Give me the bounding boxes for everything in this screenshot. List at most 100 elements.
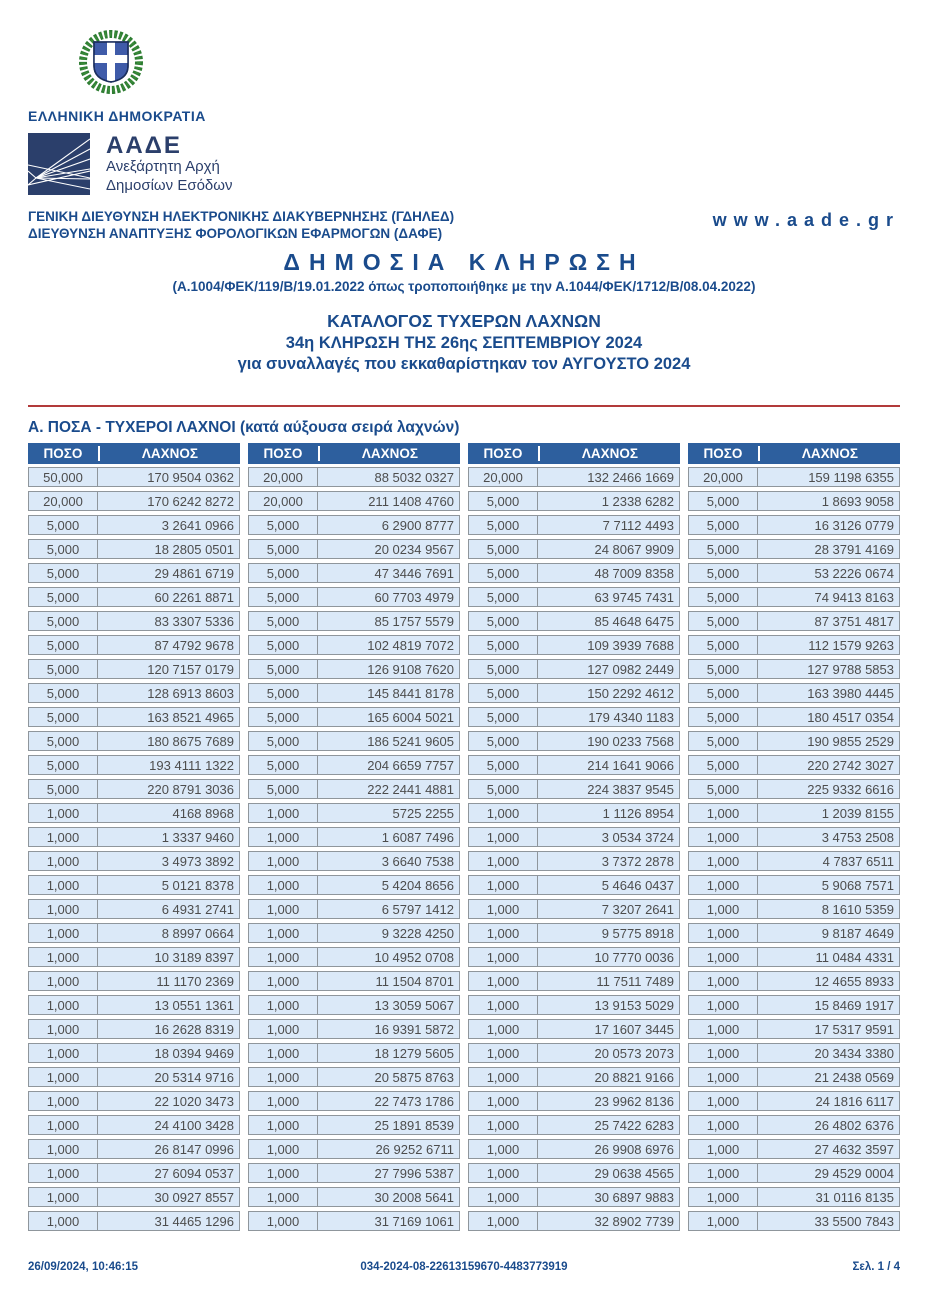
table-row: 1,000 10 4952 0708 [248,947,460,968]
header-separator [97,446,100,462]
amount-cell: 5,000 [468,587,538,608]
number-cell: 9 5775 8918 [537,923,680,944]
table-row: 5,000 190 0233 7568 [468,731,680,752]
table-row: 1,000 5725 2255 [248,803,460,824]
amount-cell: 1,000 [688,1139,758,1160]
table-row: 5,000 163 3980 4445 [688,683,900,704]
amount-cell: 1,000 [468,947,538,968]
number-cell: 20 0234 9567 [317,539,460,560]
number-cell: 26 9908 6976 [537,1139,680,1160]
number-cell: 29 0638 4565 [537,1163,680,1184]
catalog-title: ΚΑΤΑΛΟΓΟΣ ΤΥΧΕΡΩΝ ΛΑΧΝΩΝ [327,311,601,332]
number-cell: 60 2261 8871 [97,587,240,608]
amount-cell: 5,000 [28,563,98,584]
amount-cell: 1,000 [468,923,538,944]
amount-cell: 5,000 [468,707,538,728]
number-cell: 10 3189 8397 [97,947,240,968]
number-cell: 31 0116 8135 [757,1187,900,1208]
table-row: 1,000 11 1504 8701 [248,971,460,992]
amount-cell: 1,000 [468,875,538,896]
amount-cell: 5,000 [28,539,98,560]
amount-cell: 1,000 [468,995,538,1016]
number-cell: 47 3446 7691 [317,563,460,584]
table-row: 1,000 8 1610 5359 [688,899,900,920]
number-cell: 180 8675 7689 [97,731,240,752]
number-cell: 159 1198 6355 [757,467,900,488]
table-row: 1,000 10 3189 8397 [28,947,240,968]
table-column-group: ΠΟΣΟ ΛΑΧΝΟΣ 20,000 159 1198 6355 5,000 1 8693… [688,443,900,1235]
website-link[interactable]: www.aade.gr [712,209,900,230]
number-cell: 170 9504 0362 [97,467,240,488]
number-cell: 87 4792 9678 [97,635,240,656]
number-cell: 27 4632 3597 [757,1139,900,1160]
number-cell: 1 2338 6282 [537,491,680,512]
amount-cell: 50,000 [28,467,98,488]
number-cell: 6 5797 1412 [317,899,460,920]
number-cell: 4168 8968 [97,803,240,824]
amount-cell: 5,000 [28,731,98,752]
number-header-label: ΛΑΧΝΟΣ [361,446,419,462]
amount-cell: 5,000 [468,563,538,584]
table-row: 5,000 1 8693 9058 [688,491,900,512]
table-row: 1,000 8 8997 0664 [28,923,240,944]
amount-cell: 5,000 [688,515,758,536]
number-cell: 6 2900 8777 [317,515,460,536]
number-cell: 9 8187 4649 [757,923,900,944]
table-row: 5,000 222 2441 4881 [248,779,460,800]
number-cell: 16 3126 0779 [757,515,900,536]
number-cell: 30 6897 9883 [537,1187,680,1208]
amount-cell: 1,000 [468,1043,538,1064]
number-cell: 26 8147 0996 [97,1139,240,1160]
table-row: 5,000 126 9108 7620 [248,659,460,680]
number-cell: 11 1170 2369 [97,971,240,992]
aade-logo-block: ΑΑΔΕ Ανεξάρτητη Αρχή Δημοσίων Εσόδων [28,133,900,196]
aade-subtitle-1: Ανεξάρτητη Αρχή [106,158,220,176]
table-row: 5,000 112 1579 9263 [688,635,900,656]
table-row: 1,000 1 6087 7496 [248,827,460,848]
table-row: 1,000 26 8147 0996 [28,1139,240,1160]
table-row: 1,000 9 8187 4649 [688,923,900,944]
amount-cell: 1,000 [28,1187,98,1208]
table-row: 5,000 85 4648 6475 [468,611,680,632]
table-row: 1,000 31 4465 1296 [28,1211,240,1232]
table-row: 1,000 31 0116 8135 [688,1187,900,1208]
table-row: 1,000 5 4204 8656 [248,875,460,896]
amount-cell: 1,000 [248,1043,318,1064]
amount-cell: 5,000 [688,683,758,704]
table-row: 50,000 170 9504 0362 [28,467,240,488]
table-row: 1,000 30 0927 8557 [28,1187,240,1208]
amount-cell: 1,000 [28,1139,98,1160]
amount-cell: 5,000 [688,659,758,680]
amount-cell: 5,000 [28,587,98,608]
amount-cell: 5,000 [28,755,98,776]
table-row: 1,000 3 0534 3724 [468,827,680,848]
amount-cell: 5,000 [28,779,98,800]
number-cell: 1 6087 7496 [317,827,460,848]
table-row: 1,000 24 4100 3428 [28,1115,240,1136]
aade-logo-icon [28,133,90,195]
number-cell: 163 8521 4965 [97,707,240,728]
number-cell: 22 7473 1786 [317,1091,460,1112]
number-cell: 33 5500 7843 [757,1211,900,1232]
number-cell: 26 9252 6711 [317,1139,460,1160]
amount-cell: 20,000 [28,491,98,512]
number-cell: 22 1020 3473 [97,1091,240,1112]
number-cell: 190 9855 2529 [757,731,900,752]
table-row: 5,000 28 3791 4169 [688,539,900,560]
amount-cell: 5,000 [688,635,758,656]
amount-cell: 5,000 [468,659,538,680]
legal-reference: (Α.1004/ΦΕΚ/119/Β/19.01.2022 όπως τροποπ… [172,279,756,295]
amount-cell: 1,000 [688,923,758,944]
table-row: 1,000 20 5314 9716 [28,1067,240,1088]
amount-cell: 1,000 [688,995,758,1016]
amount-cell: 1,000 [28,1019,98,1040]
amount-cell: 1,000 [28,1091,98,1112]
number-cell: 60 7703 4979 [317,587,460,608]
table-row: 5,000 3 2641 0966 [28,515,240,536]
amount-cell: 5,000 [248,731,318,752]
number-cell: 10 4952 0708 [317,947,460,968]
amount-cell: 1,000 [248,923,318,944]
table-row: 1,000 3 4753 2508 [688,827,900,848]
number-cell: 18 1279 5605 [317,1043,460,1064]
amount-cell: 5,000 [688,491,758,512]
